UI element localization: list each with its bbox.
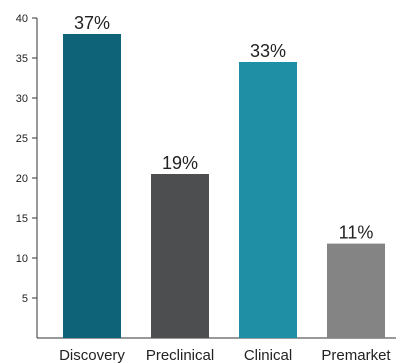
y-tick-label: 20 xyxy=(16,173,28,185)
y-tick-label: 15 xyxy=(16,213,28,225)
x-tick-label: Preclinical xyxy=(146,347,214,363)
data-label: 33% xyxy=(250,41,286,61)
x-tick-label: Discovery xyxy=(59,347,125,363)
data-label: 11% xyxy=(339,223,374,243)
bar-premarket xyxy=(327,243,385,338)
data-label: 37% xyxy=(74,13,110,33)
y-tick-label: 10 xyxy=(16,253,28,265)
y-tick-label: 25 xyxy=(16,133,28,145)
bar-preclinical xyxy=(151,174,209,338)
y-tick-label: 5 xyxy=(22,293,28,305)
data-label: 19% xyxy=(162,153,198,173)
x-tick-label: Clinical xyxy=(244,347,292,363)
bar-discovery xyxy=(63,34,121,338)
bar-clinical xyxy=(239,62,297,338)
y-tick-label: 30 xyxy=(16,93,28,105)
x-tick-label: Premarket xyxy=(321,347,391,363)
y-tick-label: 35 xyxy=(16,53,28,65)
y-tick-label: 40 xyxy=(16,13,28,25)
